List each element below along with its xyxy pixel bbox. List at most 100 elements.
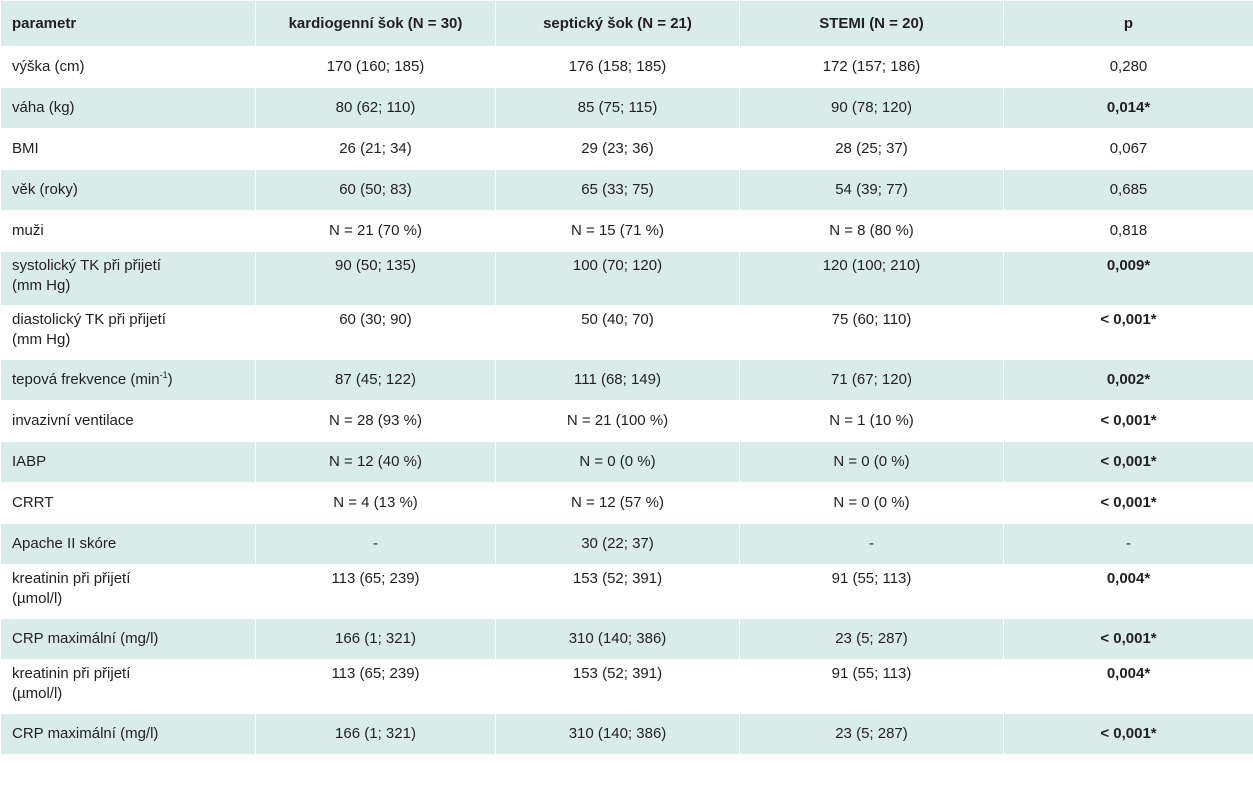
header-parametr: parametr bbox=[0, 0, 256, 47]
cell-p: 0,014* bbox=[1003, 87, 1253, 129]
cell-septicky: 100 (70; 120) bbox=[495, 251, 740, 306]
row-label: invazivní ventilace bbox=[0, 400, 256, 442]
table-row: CRP maximální (mg/l) 166 (1; 321) 310 (1… bbox=[0, 618, 1253, 660]
table-row: BMI 26 (21; 34) 29 (23; 36) 28 (25; 37) … bbox=[0, 128, 1253, 170]
table-row: invazivní ventilace N = 28 (93 %) N = 21… bbox=[0, 400, 1253, 442]
cell-kardiogenni: - bbox=[255, 523, 496, 565]
cell-p: < 0,001* bbox=[1003, 713, 1253, 755]
cell-p: 0,009* bbox=[1003, 251, 1253, 306]
cell-p: < 0,001* bbox=[1003, 305, 1253, 360]
cell-septicky: N = 21 (100 %) bbox=[495, 400, 740, 442]
row-label: výška (cm) bbox=[0, 46, 256, 88]
row-label: diastolický TK při přijetí (mm Hg) bbox=[0, 305, 256, 360]
row-label-superscript: -1 bbox=[159, 370, 168, 380]
row-label-tail: ) bbox=[167, 371, 173, 388]
table-body: výška (cm) 170 (160; 185) 176 (158; 185)… bbox=[0, 46, 1253, 755]
row-label: CRRT bbox=[0, 482, 256, 524]
cell-septicky: N = 0 (0 %) bbox=[495, 441, 740, 483]
cell-p: 0,280 bbox=[1003, 46, 1253, 88]
row-label: CRP maximální (mg/l) bbox=[0, 713, 256, 755]
cell-p: < 0,001* bbox=[1003, 400, 1253, 442]
row-label-line2: (mm Hg) bbox=[12, 277, 71, 294]
cell-kardiogenni: 60 (50; 83) bbox=[255, 169, 496, 211]
cell-kardiogenni: N = 4 (13 %) bbox=[255, 482, 496, 524]
cell-stemi: 75 (60; 110) bbox=[739, 305, 1004, 360]
cell-stemi: 90 (78; 120) bbox=[739, 87, 1004, 129]
table-row: váha (kg) 80 (62; 110) 85 (75; 115) 90 (… bbox=[0, 87, 1253, 129]
cell-p: < 0,001* bbox=[1003, 441, 1253, 483]
cell-stemi: 28 (25; 37) bbox=[739, 128, 1004, 170]
cell-stemi: 54 (39; 77) bbox=[739, 169, 1004, 211]
cell-p: 0,004* bbox=[1003, 564, 1253, 619]
table-row: výška (cm) 170 (160; 185) 176 (158; 185)… bbox=[0, 46, 1253, 88]
cell-septicky: 50 (40; 70) bbox=[495, 305, 740, 360]
cell-p: 0,067 bbox=[1003, 128, 1253, 170]
table-row: kreatinin při přijetí (µmol/l) 113 (65; 2… bbox=[0, 564, 1253, 619]
row-label-line2: (µmol/l) bbox=[12, 685, 63, 702]
cell-p: 0,685 bbox=[1003, 169, 1253, 211]
cell-p: < 0,001* bbox=[1003, 618, 1253, 660]
header-row: parametr kardiogenní šok (N = 30) septic… bbox=[0, 0, 1253, 47]
table-row: systolický TK při přijetí (mm Hg) 90 (50;… bbox=[0, 251, 1253, 306]
cell-p: 0,818 bbox=[1003, 210, 1253, 252]
cell-stemi: 71 (67; 120) bbox=[739, 359, 1004, 401]
header-stemi: STEMI (N = 20) bbox=[739, 0, 1004, 47]
cell-kardiogenni: N = 12 (40 %) bbox=[255, 441, 496, 483]
table-header: parametr kardiogenní šok (N = 30) septic… bbox=[0, 0, 1253, 47]
cell-p: 0,004* bbox=[1003, 659, 1253, 714]
cell-septicky: 153 (52; 391) bbox=[495, 564, 740, 619]
row-label: systolický TK při přijetí (mm Hg) bbox=[0, 251, 256, 306]
cell-stemi: 23 (5; 287) bbox=[739, 713, 1004, 755]
cell-stemi: 91 (55; 113) bbox=[739, 659, 1004, 714]
header-p: p bbox=[1003, 0, 1253, 47]
cell-p: < 0,001* bbox=[1003, 482, 1253, 524]
cell-septicky: 85 (75; 115) bbox=[495, 87, 740, 129]
header-septicky-sok: septický šok (N = 21) bbox=[495, 0, 740, 47]
cell-stemi: - bbox=[739, 523, 1004, 565]
row-label: věk (roky) bbox=[0, 169, 256, 211]
cell-kardiogenni: N = 21 (70 %) bbox=[255, 210, 496, 252]
cell-kardiogenni: 166 (1; 321) bbox=[255, 713, 496, 755]
row-label: BMI bbox=[0, 128, 256, 170]
row-label: tepová frekvence (min-1) bbox=[0, 359, 256, 401]
cell-kardiogenni: 26 (21; 34) bbox=[255, 128, 496, 170]
table-row: CRRT N = 4 (13 %) N = 12 (57 %) N = 0 (0… bbox=[0, 482, 1253, 524]
header-kardiogenni-sok: kardiogenní šok (N = 30) bbox=[255, 0, 496, 47]
table-row: diastolický TK při přijetí (mm Hg) 60 (30… bbox=[0, 305, 1253, 360]
table-row: muži N = 21 (70 %) N = 15 (71 %) N = 8 (… bbox=[0, 210, 1253, 252]
cell-septicky: N = 12 (57 %) bbox=[495, 482, 740, 524]
cell-stemi: 23 (5; 287) bbox=[739, 618, 1004, 660]
row-label-line2: (µmol/l) bbox=[12, 590, 63, 607]
table-row: kreatinin při přijetí (µmol/l) 113 (65; 2… bbox=[0, 659, 1253, 714]
table-row: IABP N = 12 (40 %) N = 0 (0 %) N = 0 (0 … bbox=[0, 441, 1253, 483]
table-row: Apache II skóre - 30 (22; 37) - - bbox=[0, 523, 1253, 565]
cell-kardiogenni: 166 (1; 321) bbox=[255, 618, 496, 660]
cell-kardiogenni: 113 (65; 239) bbox=[255, 659, 496, 714]
cell-septicky: 176 (158; 185) bbox=[495, 46, 740, 88]
row-label: kreatinin při přijetí (µmol/l) bbox=[0, 564, 256, 619]
cell-stemi: 172 (157; 186) bbox=[739, 46, 1004, 88]
cell-kardiogenni: N = 28 (93 %) bbox=[255, 400, 496, 442]
row-label-main: tepová frekvence (min bbox=[12, 371, 160, 388]
table-row: tepová frekvence (min-1) 87 (45; 122) 11… bbox=[0, 359, 1253, 401]
cell-kardiogenni: 87 (45; 122) bbox=[255, 359, 496, 401]
table-row: věk (roky) 60 (50; 83) 65 (33; 75) 54 (3… bbox=[0, 169, 1253, 211]
cell-stemi: 91 (55; 113) bbox=[739, 564, 1004, 619]
row-label-line1: systolický TK při přijetí bbox=[12, 257, 161, 274]
cell-p: - bbox=[1003, 523, 1253, 565]
cell-stemi: 120 (100; 210) bbox=[739, 251, 1004, 306]
cell-septicky: N = 15 (71 %) bbox=[495, 210, 740, 252]
table-row: CRP maximální (mg/l) 166 (1; 321) 310 (1… bbox=[0, 713, 1253, 755]
row-label: kreatinin při přijetí (µmol/l) bbox=[0, 659, 256, 714]
cell-kardiogenni: 90 (50; 135) bbox=[255, 251, 496, 306]
cell-septicky: 30 (22; 37) bbox=[495, 523, 740, 565]
cell-septicky: 65 (33; 75) bbox=[495, 169, 740, 211]
cell-stemi: N = 0 (0 %) bbox=[739, 482, 1004, 524]
row-label: Apache II skóre bbox=[0, 523, 256, 565]
cell-kardiogenni: 60 (30; 90) bbox=[255, 305, 496, 360]
cell-kardiogenni: 170 (160; 185) bbox=[255, 46, 496, 88]
cell-p: 0,002* bbox=[1003, 359, 1253, 401]
row-label: CRP maximální (mg/l) bbox=[0, 618, 256, 660]
cell-kardiogenni: 80 (62; 110) bbox=[255, 87, 496, 129]
row-label-line2: (mm Hg) bbox=[12, 331, 71, 348]
